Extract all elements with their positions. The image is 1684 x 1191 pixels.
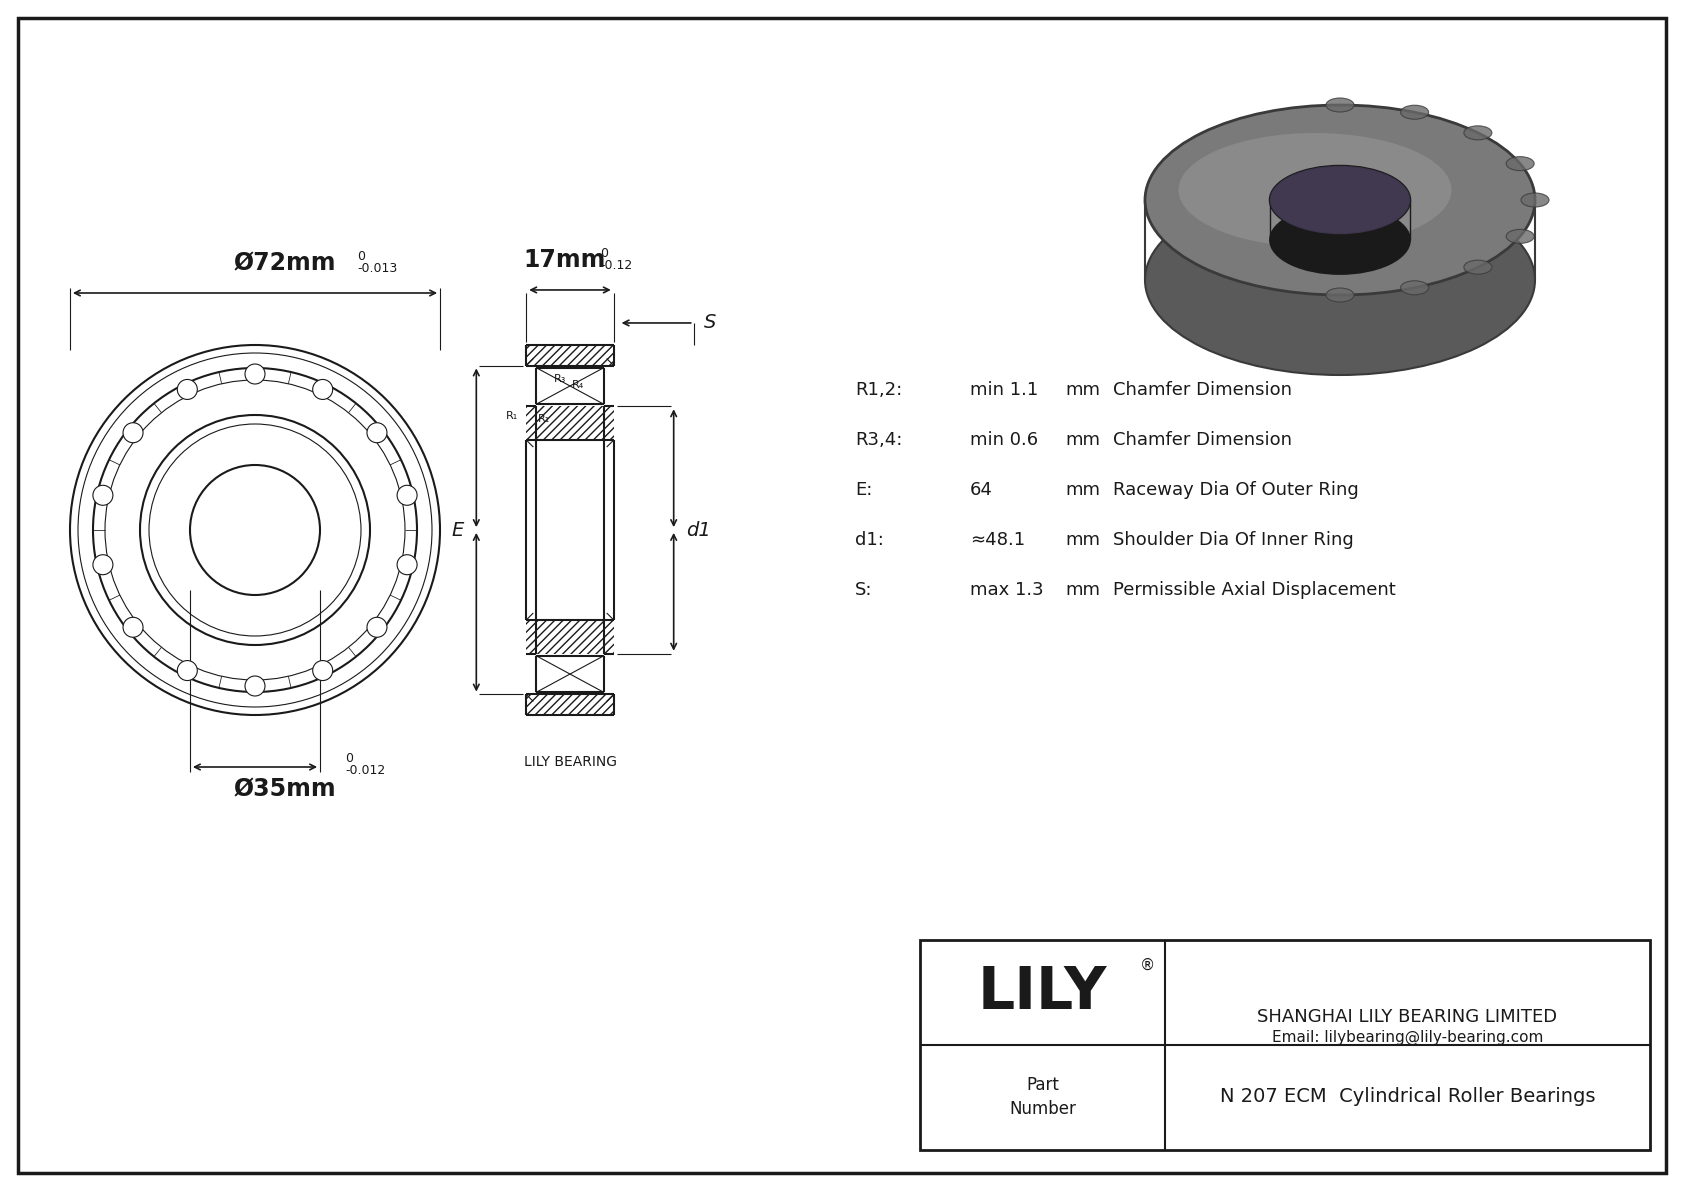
Text: 0: 0 xyxy=(600,247,608,260)
Ellipse shape xyxy=(1270,166,1410,235)
Text: mm: mm xyxy=(1064,431,1100,449)
Text: 17mm: 17mm xyxy=(524,248,606,272)
Text: mm: mm xyxy=(1064,381,1100,399)
Text: E: E xyxy=(451,520,465,540)
Bar xyxy=(919,940,1650,1151)
Circle shape xyxy=(397,485,418,505)
Text: mm: mm xyxy=(1064,531,1100,549)
Circle shape xyxy=(244,676,264,696)
Ellipse shape xyxy=(1179,133,1452,247)
Text: R3,4:: R3,4: xyxy=(855,431,903,449)
Text: ®: ® xyxy=(1140,958,1155,973)
Text: 0: 0 xyxy=(345,752,354,765)
Text: d1:: d1: xyxy=(855,531,884,549)
Ellipse shape xyxy=(1463,260,1492,274)
Ellipse shape xyxy=(1325,98,1354,112)
Text: R1,2:: R1,2: xyxy=(855,381,903,399)
Bar xyxy=(527,694,613,715)
Ellipse shape xyxy=(1401,105,1428,119)
Text: R₃: R₃ xyxy=(554,374,566,384)
Text: min 1.1: min 1.1 xyxy=(970,381,1039,399)
Circle shape xyxy=(93,555,113,575)
Circle shape xyxy=(93,485,113,505)
Ellipse shape xyxy=(1505,230,1534,243)
Bar xyxy=(527,621,613,654)
Text: Chamfer Dimension: Chamfer Dimension xyxy=(1113,381,1292,399)
Text: N 207 ECM  Cylindrical Roller Bearings: N 207 ECM Cylindrical Roller Bearings xyxy=(1219,1087,1595,1106)
Text: S:: S: xyxy=(855,581,872,599)
Circle shape xyxy=(367,423,387,443)
Circle shape xyxy=(177,661,197,680)
Text: Ø35mm: Ø35mm xyxy=(234,777,337,802)
Text: R₁: R₁ xyxy=(507,411,519,422)
Text: d1: d1 xyxy=(685,520,711,540)
Text: LILY: LILY xyxy=(978,964,1106,1021)
Ellipse shape xyxy=(1521,193,1549,207)
Text: Shoulder Dia Of Inner Ring: Shoulder Dia Of Inner Ring xyxy=(1113,531,1354,549)
Text: LILY BEARING: LILY BEARING xyxy=(524,755,616,769)
Text: Email: lilybearing@lily-bearing.com: Email: lilybearing@lily-bearing.com xyxy=(1271,1029,1543,1045)
Ellipse shape xyxy=(1401,281,1428,294)
Text: -0.013: -0.013 xyxy=(357,262,397,275)
Text: S: S xyxy=(704,313,716,332)
Ellipse shape xyxy=(1505,157,1534,170)
Circle shape xyxy=(313,661,333,680)
Text: min 0.6: min 0.6 xyxy=(970,431,1037,449)
Text: ≈48.1: ≈48.1 xyxy=(970,531,1026,549)
Circle shape xyxy=(313,380,333,399)
Text: max 1.3: max 1.3 xyxy=(970,581,1044,599)
Text: 0: 0 xyxy=(357,250,365,263)
Ellipse shape xyxy=(1325,288,1354,303)
Bar xyxy=(527,345,613,366)
Ellipse shape xyxy=(1270,206,1410,274)
Text: Raceway Dia Of Outer Ring: Raceway Dia Of Outer Ring xyxy=(1113,481,1359,499)
Circle shape xyxy=(123,617,143,637)
Text: R₄: R₄ xyxy=(573,380,584,389)
Circle shape xyxy=(177,380,197,399)
Circle shape xyxy=(244,364,264,384)
Text: R₁: R₁ xyxy=(537,414,551,424)
Ellipse shape xyxy=(1463,126,1492,139)
Circle shape xyxy=(367,617,387,637)
Text: E:: E: xyxy=(855,481,872,499)
Text: mm: mm xyxy=(1064,481,1100,499)
Circle shape xyxy=(397,555,418,575)
Circle shape xyxy=(123,423,143,443)
Text: Part
Number: Part Number xyxy=(1009,1077,1076,1118)
Bar xyxy=(527,406,613,439)
Text: -0.012: -0.012 xyxy=(345,763,386,777)
Text: Chamfer Dimension: Chamfer Dimension xyxy=(1113,431,1292,449)
Text: 64: 64 xyxy=(970,481,994,499)
Ellipse shape xyxy=(1145,105,1536,295)
Text: SHANGHAI LILY BEARING LIMITED: SHANGHAI LILY BEARING LIMITED xyxy=(1258,1008,1558,1025)
Text: mm: mm xyxy=(1064,581,1100,599)
Text: Permissible Axial Displacement: Permissible Axial Displacement xyxy=(1113,581,1396,599)
Text: -0.12: -0.12 xyxy=(600,258,632,272)
Text: Ø72mm: Ø72mm xyxy=(234,251,337,275)
Ellipse shape xyxy=(1270,166,1410,235)
Ellipse shape xyxy=(1145,185,1536,375)
